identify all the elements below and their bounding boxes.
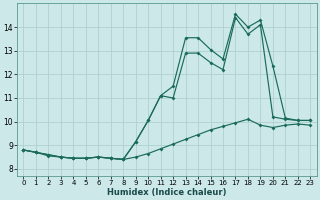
X-axis label: Humidex (Indice chaleur): Humidex (Indice chaleur) (107, 188, 227, 197)
